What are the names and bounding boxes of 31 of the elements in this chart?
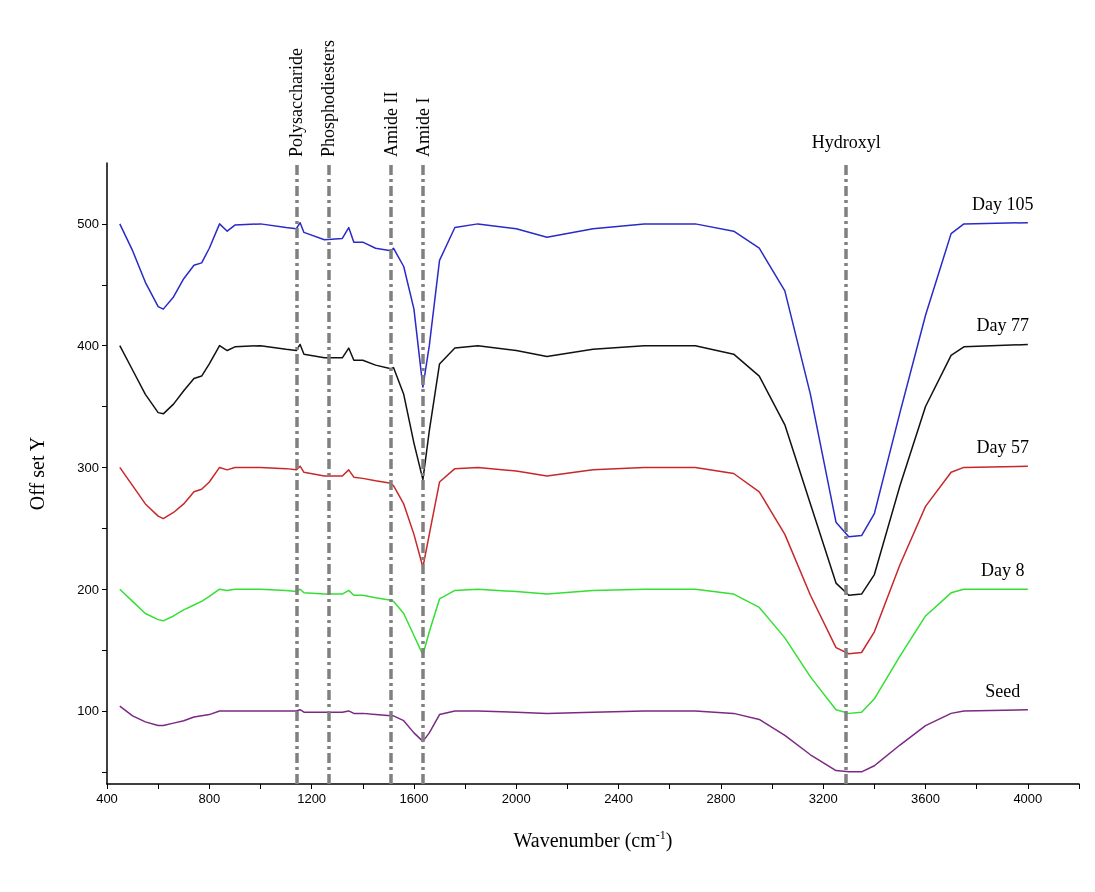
x-tick-label: 4000 <box>1013 791 1043 806</box>
ref-line-label: Polysaccharide <box>286 48 307 157</box>
ref-line-label: Phosphodiesters <box>318 40 339 157</box>
line-series <box>119 705 1029 773</box>
y-tick-label: 300 <box>77 459 99 475</box>
y-tick-label: 200 <box>77 581 99 597</box>
series-label: Day 57 <box>976 437 1030 458</box>
line-series <box>119 343 1029 597</box>
x-tick-label: 800 <box>198 791 221 806</box>
x-tick-label: 400 <box>96 791 118 806</box>
series-label: Day 8 <box>981 560 1025 581</box>
x-tick-label: 2800 <box>706 791 736 806</box>
x-tick-label: 1600 <box>399 791 429 806</box>
y-axis-title: Off set Y <box>26 436 48 511</box>
ref-line-label: Amide I <box>412 97 433 157</box>
x-tick-label: 3200 <box>808 791 838 806</box>
line-series <box>119 465 1029 655</box>
x-tick-label: 2400 <box>604 791 634 806</box>
line-series <box>119 221 1029 538</box>
ref-line-label: Hydroxyl <box>811 132 881 152</box>
ref-line-label: Amide II <box>380 91 401 157</box>
x-tick-label: 3600 <box>911 791 940 806</box>
y-tick-label: 400 <box>77 338 99 354</box>
y-tick-label: 500 <box>77 216 99 232</box>
y-tick-label: 100 <box>77 703 99 719</box>
series-label: Day 105 <box>972 193 1034 214</box>
x-tick-label: 2000 <box>501 791 531 806</box>
series-label: Seed <box>985 680 1021 701</box>
line-series <box>119 588 1029 715</box>
x-tick-label: 1200 <box>297 791 327 806</box>
series-label: Day 77 <box>976 315 1030 336</box>
